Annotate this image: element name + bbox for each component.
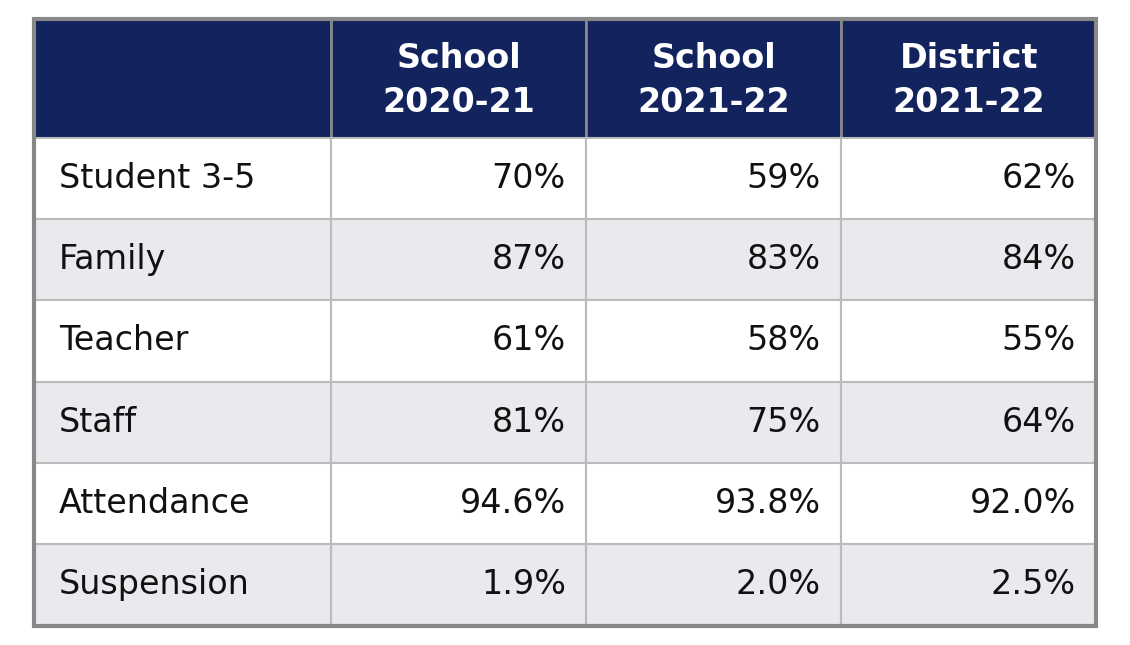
Bar [841, 137, 1096, 219]
Bar [34, 382, 331, 463]
Text: School: School [651, 42, 776, 75]
Bar [586, 19, 841, 137]
Text: 93.8%: 93.8% [714, 487, 820, 520]
Text: 84%: 84% [1001, 243, 1076, 276]
Text: 2020-21: 2020-21 [382, 86, 536, 119]
Text: 83%: 83% [747, 243, 820, 276]
Text: Family: Family [59, 243, 166, 276]
Bar [34, 301, 331, 382]
Text: 70%: 70% [492, 162, 566, 195]
Text: 92.0%: 92.0% [970, 487, 1076, 520]
Text: 2.0%: 2.0% [736, 568, 820, 602]
Bar [586, 382, 841, 463]
Bar [586, 301, 841, 382]
Text: Student 3-5: Student 3-5 [59, 162, 255, 195]
Bar [331, 19, 586, 137]
Text: 2021-22: 2021-22 [637, 86, 790, 119]
Text: Teacher: Teacher [59, 324, 188, 357]
Bar [586, 544, 841, 626]
Text: Suspension: Suspension [59, 568, 250, 602]
Bar [331, 219, 586, 301]
Text: 62%: 62% [1001, 162, 1076, 195]
Bar [34, 219, 331, 301]
Text: School: School [397, 42, 521, 75]
Text: 87%: 87% [492, 243, 566, 276]
Bar [34, 137, 331, 219]
Bar [331, 463, 586, 544]
Bar [841, 301, 1096, 382]
Bar [841, 382, 1096, 463]
Text: 55%: 55% [1001, 324, 1076, 357]
Bar [331, 382, 586, 463]
Bar [34, 463, 331, 544]
Text: 59%: 59% [747, 162, 820, 195]
Bar [586, 137, 841, 219]
Text: Attendance: Attendance [59, 487, 250, 520]
Text: 94.6%: 94.6% [460, 487, 566, 520]
Text: 2021-22: 2021-22 [893, 86, 1045, 119]
Text: District: District [899, 42, 1037, 75]
Bar [586, 463, 841, 544]
Text: 61%: 61% [492, 324, 566, 357]
Bar [331, 137, 586, 219]
Text: 58%: 58% [747, 324, 820, 357]
Bar [841, 19, 1096, 137]
Bar [586, 219, 841, 301]
Bar [841, 544, 1096, 626]
Bar [841, 463, 1096, 544]
Text: 75%: 75% [747, 406, 820, 439]
Text: Staff: Staff [59, 406, 137, 439]
Text: 2.5%: 2.5% [991, 568, 1076, 602]
Bar [331, 544, 586, 626]
Text: 64%: 64% [1001, 406, 1076, 439]
Bar [34, 544, 331, 626]
Bar [331, 301, 586, 382]
Text: 81%: 81% [492, 406, 566, 439]
Text: 1.9%: 1.9% [481, 568, 566, 602]
Bar [34, 19, 331, 137]
Bar [841, 219, 1096, 301]
